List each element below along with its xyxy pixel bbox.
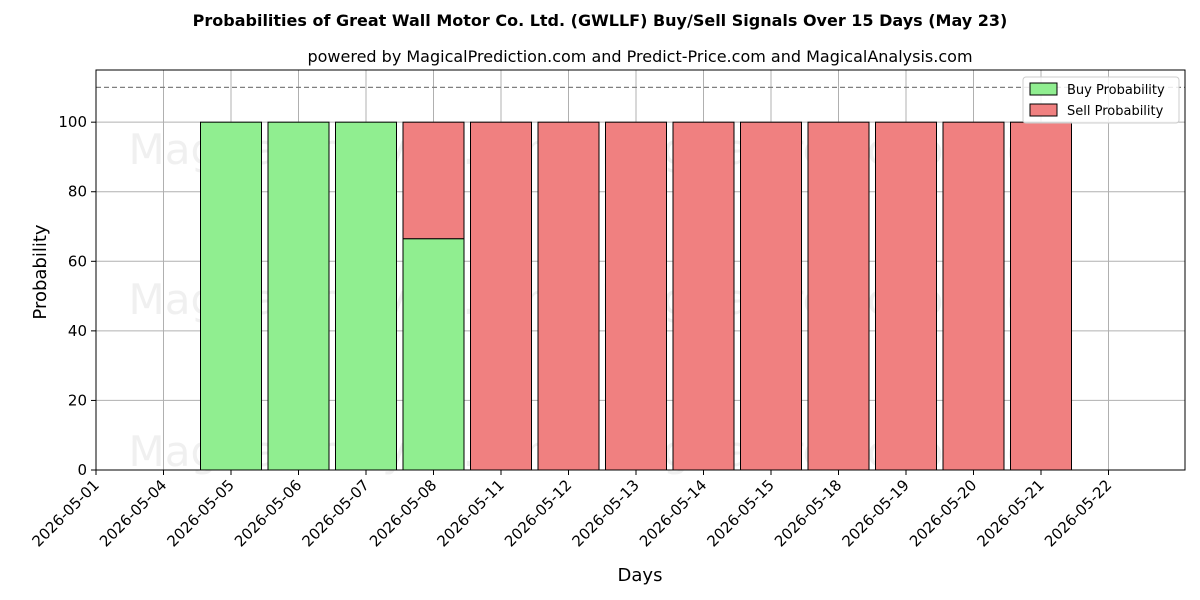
x-tick-label: 2026-05-08 (366, 476, 440, 550)
sell-bar (402, 121, 465, 240)
x-tick-label: 2026-05-07 (298, 476, 372, 550)
x-tick-label: 2026-05-19 (838, 476, 912, 550)
sell-bar (942, 121, 1005, 471)
x-axis-label: Days (618, 565, 663, 586)
x-tick-label: 2026-05-04 (96, 476, 170, 550)
legend-swatch-sell (1029, 103, 1058, 117)
y-tick-label: 40 (68, 322, 87, 340)
sell-bar (740, 121, 802, 471)
y-tick-label: 0 (77, 461, 87, 479)
buy-bar (200, 121, 262, 471)
x-tick-label: 2026-05-01 (28, 476, 102, 550)
bar-layer (200, 121, 1072, 471)
sell-bar (1010, 121, 1072, 471)
chart-title: Probabilities of Great Wall Motor Co. Lt… (193, 11, 1008, 30)
x-tick-label: 2026-05-05 (163, 476, 237, 550)
sell-bar (537, 121, 600, 471)
x-tick-label: 2026-05-14 (636, 476, 710, 550)
y-tick-label: 20 (68, 391, 87, 409)
x-tick-label: 2026-05-20 (906, 476, 980, 550)
plot-frame (95, 69, 1186, 471)
sell-bar (672, 121, 735, 471)
x-tick-label: 2026-05-15 (703, 476, 777, 550)
legend-label-buy: Buy Probability (1067, 83, 1165, 98)
x-tick-label: 2026-05-06 (231, 476, 305, 550)
sell-bar (470, 121, 532, 471)
y-axis-label: Probability (30, 224, 51, 319)
legend-swatch-buy (1029, 82, 1058, 96)
buy-bar (335, 121, 397, 471)
legend: Buy Probability Sell Probability (1022, 76, 1180, 124)
sell-bar (875, 121, 937, 471)
x-tick-label: 2026-05-13 (568, 476, 642, 550)
x-tick-label: 2026-05-21 (973, 476, 1047, 550)
x-tick-label: 2026-05-22 (1041, 476, 1115, 550)
buy-bar (402, 238, 465, 471)
y-tick-label: 100 (58, 113, 87, 131)
y-tick-label: 60 (68, 252, 87, 270)
y-tick-label: 80 (68, 183, 87, 201)
x-tick-label: 2026-05-11 (433, 476, 507, 550)
legend-label-sell: Sell Probability (1067, 104, 1164, 119)
legend-box (1022, 76, 1180, 124)
chart-subtitle: powered by MagicalPrediction.com and Pre… (307, 47, 972, 66)
x-tick-label: 2026-05-12 (501, 476, 575, 550)
buy-bar (267, 121, 330, 471)
x-tick-label: 2026-05-18 (771, 476, 845, 550)
sell-bar (807, 121, 870, 471)
sell-bar (605, 121, 667, 471)
